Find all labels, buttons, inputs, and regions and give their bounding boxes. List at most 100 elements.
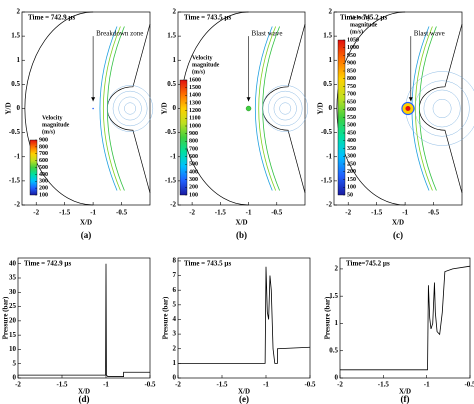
x-axis-label: X/D — [235, 219, 247, 227]
y-tick-label: 4 — [173, 315, 177, 323]
colorbar-tick-label: 550 — [347, 115, 356, 121]
colorbar-label: magnitude — [350, 22, 378, 28]
y-tick-label: 2 — [173, 8, 177, 16]
shock-contour — [258, 26, 277, 191]
velocity-contour — [273, 96, 297, 121]
x-tick-label: -2 — [15, 381, 21, 389]
velocity-contour — [262, 85, 309, 132]
y-tick-label: 2 — [329, 8, 333, 16]
y-tick-label: 1 — [335, 319, 339, 327]
y-axis-label: Y/D — [5, 102, 13, 114]
colorbar-tick-label: 800 — [347, 76, 356, 82]
y-tick-label: -1 — [14, 152, 20, 160]
velocity-contour — [279, 102, 292, 115]
y-tick-label: 1 — [17, 56, 21, 64]
x-tick-label: -1.5 — [378, 381, 390, 389]
arrow-head — [408, 97, 413, 102]
y-tick-label: 5 — [13, 359, 17, 367]
x-tick-label: -1.5 — [216, 381, 228, 389]
x-tick-label: -2 — [33, 209, 39, 217]
plot-frame — [177, 257, 311, 379]
colorbar-tick-label: 1000 — [189, 123, 201, 129]
velocity-contour — [423, 89, 461, 128]
panel-label: (e) — [239, 394, 249, 404]
panel-label: (d) — [79, 394, 90, 404]
shock-contour — [102, 26, 121, 191]
y-tick-label: 1.5 — [11, 32, 20, 40]
y-tick-label: -0.5 — [9, 128, 21, 136]
x-tick-label: -1.5 — [215, 209, 227, 217]
y-tick-label: 1.5 — [323, 32, 332, 40]
y-tick-label: 2 — [335, 265, 339, 273]
colorbar-tick-label: 800 — [189, 139, 198, 145]
y-axis-label: Pressure (bar) — [324, 296, 332, 339]
y-tick-label: 35 — [9, 274, 17, 282]
y-axis-label: Y/D — [317, 102, 325, 114]
plot-frame — [17, 257, 151, 379]
x-tick-label: -1 — [103, 381, 109, 389]
x-axis-label: X/D — [392, 219, 404, 227]
y-tick-label: 20 — [9, 316, 17, 324]
y-tick-label: 8 — [173, 257, 177, 265]
colorbar-label: magnitude — [42, 122, 70, 128]
annotation: Blast wave — [252, 29, 283, 37]
colorbar-tick-label: 600 — [347, 107, 356, 113]
panel-label: (f) — [401, 394, 410, 404]
domain-boundary — [24, 11, 94, 206]
colorbar-tick-label: 600 — [189, 154, 198, 160]
x-tick-label: -2 — [189, 209, 195, 217]
inner-wall — [419, 23, 463, 194]
x-tick-label: -0.5 — [428, 209, 440, 217]
arrow-head — [246, 97, 251, 102]
colorbar-tick-label: 500 — [189, 162, 198, 168]
blast-kernel — [245, 105, 252, 112]
colorbar-tick-label: 700 — [189, 146, 198, 152]
velocity-contour — [414, 80, 470, 137]
colorbar-tick-label: 400 — [39, 172, 48, 178]
colorbar-tick-label: 250 — [347, 161, 356, 167]
y-tick-label: 6 — [173, 286, 177, 294]
colorbar-tick-label: 100 — [189, 192, 198, 198]
y-tick-label: 0 — [329, 104, 333, 112]
colorbar-tick-label: 700 — [39, 151, 48, 157]
colorbar-tick-label: 700 — [347, 92, 356, 98]
y-tick-label: 15 — [9, 331, 17, 339]
shock-contour — [106, 26, 125, 191]
panel-label: (c) — [393, 230, 403, 240]
x-tick-label: -1 — [402, 209, 408, 217]
x-tick-label: -2 — [175, 381, 181, 389]
y-tick-label: -0.5 — [165, 128, 177, 136]
x-tick-label: -1 — [424, 381, 430, 389]
colorbar — [179, 79, 188, 196]
colorbar-label: Velocity — [42, 115, 62, 121]
colorbar-tick-label: 100 — [39, 192, 48, 198]
y-tick-label: 0.5 — [11, 80, 20, 88]
y-tick-label: 0 — [17, 104, 21, 112]
y-axis-label: Pressure (bar) — [2, 296, 10, 339]
y-tick-label: -1 — [170, 152, 176, 160]
y-tick-label: 0 — [335, 374, 339, 382]
y-tick-label: 40 — [9, 259, 17, 267]
x-tick-label: -2 — [337, 381, 343, 389]
x-axis-label: X/D — [80, 219, 92, 227]
x-axis-label: X/D — [238, 388, 250, 396]
panel-title: Time = 743.5 µs — [184, 260, 231, 268]
colorbar-tick-label: 900 — [39, 137, 48, 143]
colorbar-tick-label: 500 — [347, 123, 356, 129]
colorbar-label: Velocity — [350, 15, 370, 21]
colorbar-tick-label: 200 — [347, 169, 356, 175]
plot-frame — [339, 257, 471, 379]
domain-boundary — [336, 11, 406, 206]
colorbar-tick-label: 1100 — [189, 116, 201, 122]
y-tick-label: 1.5 — [167, 32, 176, 40]
y-axis-label: Y/D — [161, 102, 169, 114]
x-tick-label: -1.5 — [59, 209, 71, 217]
colorbar-tick-label: 1000 — [347, 45, 359, 51]
y-tick-label: 3 — [173, 330, 177, 338]
shock-contour — [418, 26, 437, 191]
y-tick-label: 0 — [173, 104, 177, 112]
x-tick-label: -2 — [345, 209, 351, 217]
panel-title: Time = 745.2 µs — [340, 14, 387, 22]
y-tick-label: -1.5 — [321, 176, 333, 184]
